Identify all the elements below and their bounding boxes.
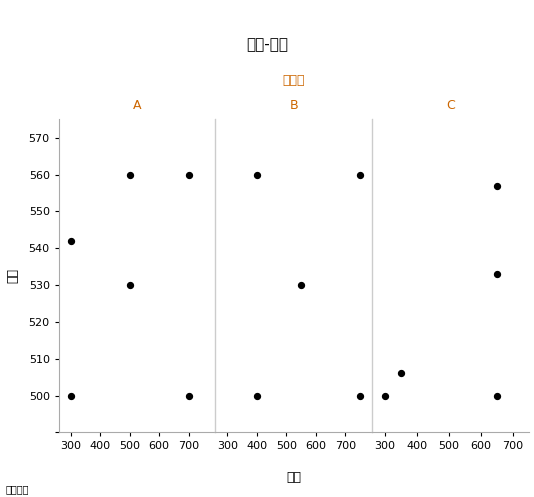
- Point: [356, 392, 365, 400]
- Point: [492, 270, 501, 278]
- Point: [125, 170, 134, 178]
- Point: [397, 369, 405, 377]
- Text: C: C: [446, 99, 455, 112]
- Point: [125, 281, 134, 289]
- Point: [253, 392, 261, 400]
- Point: [297, 281, 305, 289]
- Text: B: B: [289, 99, 298, 112]
- Point: [492, 181, 501, 189]
- Text: 温度-时间: 温度-时间: [246, 37, 288, 52]
- Point: [66, 392, 75, 400]
- Point: [66, 237, 75, 245]
- Text: 崔化剂: 崔化剂: [282, 74, 305, 87]
- Text: 地图形状: 地图形状: [5, 485, 29, 495]
- Text: 时间: 时间: [7, 268, 20, 283]
- Point: [185, 170, 193, 178]
- Point: [253, 170, 261, 178]
- Point: [492, 392, 501, 400]
- Point: [356, 170, 365, 178]
- Text: 温度: 温度: [286, 471, 301, 484]
- Text: A: A: [133, 99, 142, 112]
- Point: [185, 392, 193, 400]
- Point: [381, 392, 389, 400]
